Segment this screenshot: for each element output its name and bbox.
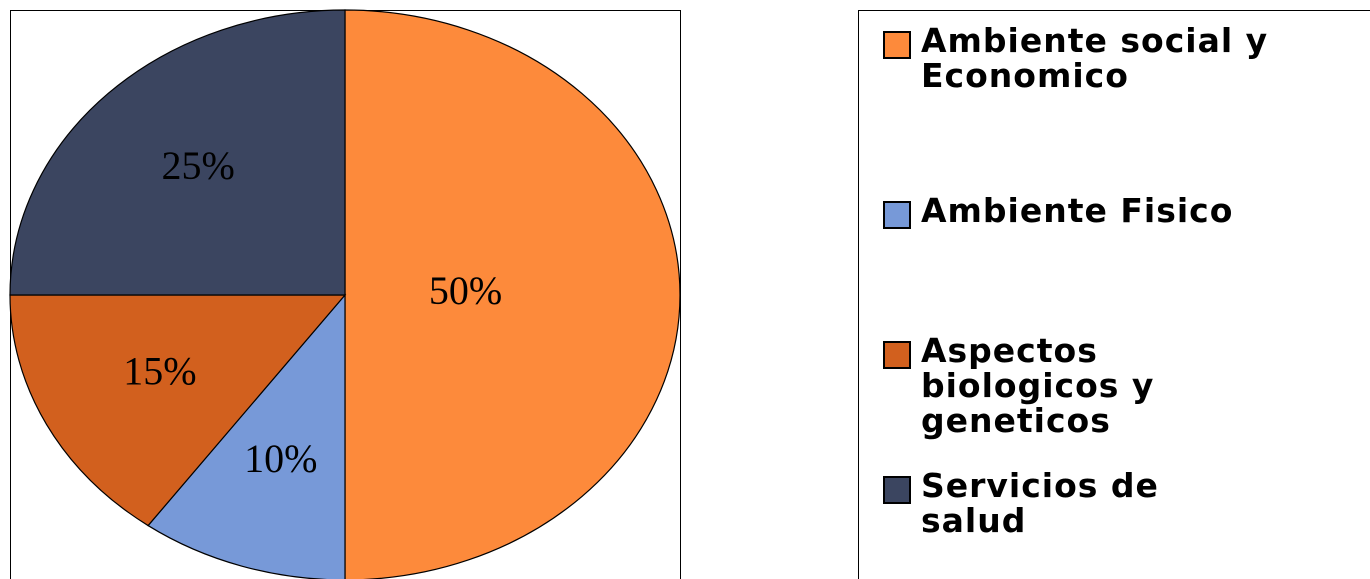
legend-label: Servicios de salud xyxy=(921,466,1159,540)
legend: Ambiente social y Economico Ambiente Fisi… xyxy=(858,10,1370,579)
legend-swatch xyxy=(883,341,911,369)
legend-label: Ambiente social y Economico xyxy=(921,21,1269,95)
pie-slice xyxy=(344,9,681,579)
slice-label: 50% xyxy=(429,268,502,313)
pie-slice xyxy=(147,293,346,579)
pie-slice xyxy=(9,294,347,527)
legend-item: Ambiente Fisico xyxy=(883,193,1241,229)
legend-swatch xyxy=(883,201,911,229)
slice-label: 10% xyxy=(244,436,317,481)
slice-label: 15% xyxy=(123,348,196,393)
legend-item: Aspectos biologicos y geneticos xyxy=(883,333,1241,438)
legend-swatch xyxy=(883,31,911,59)
legend-label: Aspectos biologicos y geneticos xyxy=(921,331,1155,440)
legend-swatch xyxy=(883,476,911,504)
legend-item: Ambiente social y Economico xyxy=(883,23,1370,93)
slice-label: 25% xyxy=(161,143,234,188)
pie-slice xyxy=(9,9,346,296)
legend-item: Servicios de salud xyxy=(883,468,1241,538)
legend-label: Ambiente Fisico xyxy=(921,191,1234,230)
